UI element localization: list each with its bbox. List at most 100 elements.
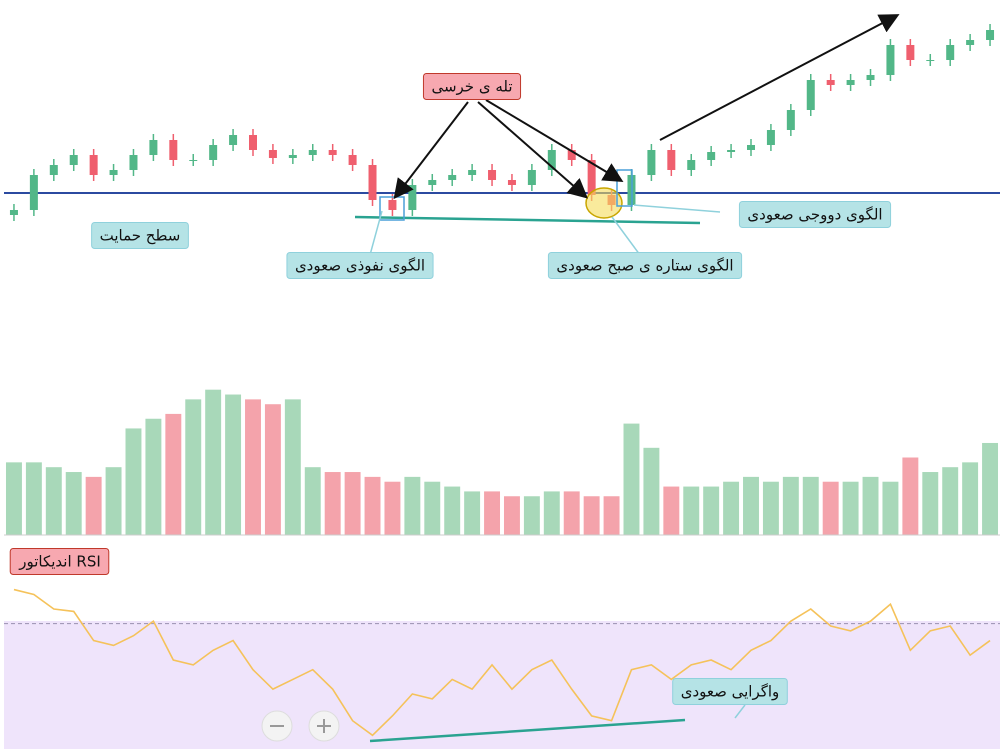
candle-body [846, 80, 855, 85]
candle-body [388, 200, 397, 210]
volume-bar [523, 496, 540, 535]
volume-bar [663, 486, 680, 535]
volume-bar [822, 481, 839, 535]
candle-body [766, 130, 775, 145]
rsi-zone [4, 621, 1000, 749]
volume-bar [5, 462, 22, 535]
volume-bar [782, 476, 799, 535]
volume-bar [603, 496, 620, 535]
volume-bar [922, 472, 939, 535]
volume-bar [125, 428, 142, 535]
connector [611, 216, 641, 256]
candle-body [268, 150, 277, 158]
candle-body [547, 150, 556, 170]
volume-bar [45, 467, 62, 535]
plot [4, 24, 1000, 737]
volume-bar [344, 472, 361, 535]
candle-body [826, 80, 835, 85]
volume-bar [703, 486, 720, 535]
pattern-box [616, 169, 633, 207]
candle-body [488, 170, 497, 180]
annotation-label: سطح حمایت [100, 227, 181, 245]
volume-bar [484, 491, 501, 535]
pattern-ellipse [585, 187, 623, 219]
candle-body [687, 160, 696, 170]
volume-bar [25, 462, 42, 535]
candle-body [946, 45, 955, 60]
zoom-controls[interactable] [261, 710, 340, 742]
volume-bar [324, 472, 341, 535]
volume-bar [643, 447, 660, 535]
candle-body [587, 160, 596, 195]
candle-body [747, 145, 755, 150]
volume-bar [85, 476, 102, 535]
labels: تله ی خرسی سطح حمایت الگوی نفوذی صعودی الگو… [9, 73, 892, 705]
candle-body [448, 175, 457, 180]
volume-bar [723, 481, 740, 535]
volume-bar [842, 481, 859, 535]
volume-bar [743, 476, 759, 535]
volume-bar [284, 399, 301, 535]
candle-body [209, 145, 218, 160]
annotation-label: واگرایی صعودی [681, 683, 780, 701]
volume-bar [543, 491, 560, 535]
candle-body [9, 210, 18, 215]
candle-body [229, 135, 238, 145]
volume-bar [364, 476, 381, 535]
rsi-line [13, 588, 991, 737]
volume-bar [623, 423, 640, 535]
candle-body [906, 45, 915, 60]
label-box [738, 201, 892, 228]
candle-body [707, 152, 716, 160]
label-box [9, 548, 110, 575]
candle-body [567, 150, 576, 160]
candle-body [727, 150, 736, 152]
candle-body [89, 155, 98, 175]
candle-body [786, 110, 795, 130]
candle-body [428, 180, 437, 185]
candle-body [527, 170, 536, 185]
volume-bar [245, 399, 261, 535]
candle-body [647, 150, 656, 175]
volume-bar [563, 491, 580, 535]
label-box [547, 252, 743, 279]
candle-body [966, 40, 975, 45]
label-box [286, 252, 434, 279]
candle-body [926, 60, 935, 61]
volume-bar [105, 467, 122, 535]
arrow [393, 101, 469, 200]
volume-bar [942, 467, 959, 535]
candle-body [189, 160, 198, 161]
arrow [659, 14, 900, 141]
candle-body [169, 140, 178, 160]
connector [633, 204, 721, 213]
candle-body [129, 155, 138, 170]
candle-body [149, 140, 158, 155]
label-box [91, 222, 189, 249]
divergence-line [369, 718, 686, 743]
annotation-label: تله ی خرسی [431, 78, 512, 96]
pattern-box [379, 196, 405, 221]
volume-bar [205, 389, 222, 535]
arrow [485, 99, 624, 183]
volume-bar [145, 418, 162, 535]
annotation-label: اندیکاتور RSI [18, 553, 101, 571]
volume-bar [225, 394, 242, 535]
candle-body [328, 150, 337, 155]
volume-bar [384, 481, 401, 535]
candle-body [468, 170, 477, 175]
annotation-label: الگوی دووجی صعودی [747, 206, 882, 224]
candle-body [249, 135, 257, 150]
candle-body [986, 30, 995, 40]
trend-line [354, 215, 701, 225]
arrow [477, 101, 589, 199]
candle-body [368, 165, 377, 200]
candle-body [866, 75, 875, 80]
volume-bar [962, 462, 979, 535]
candle-body [408, 185, 417, 210]
candle-body [348, 155, 357, 165]
volume-bar [583, 496, 600, 535]
annotation-label: الگوی ستاره ی صبح صعودی [556, 257, 733, 275]
volume-bar [982, 442, 999, 535]
